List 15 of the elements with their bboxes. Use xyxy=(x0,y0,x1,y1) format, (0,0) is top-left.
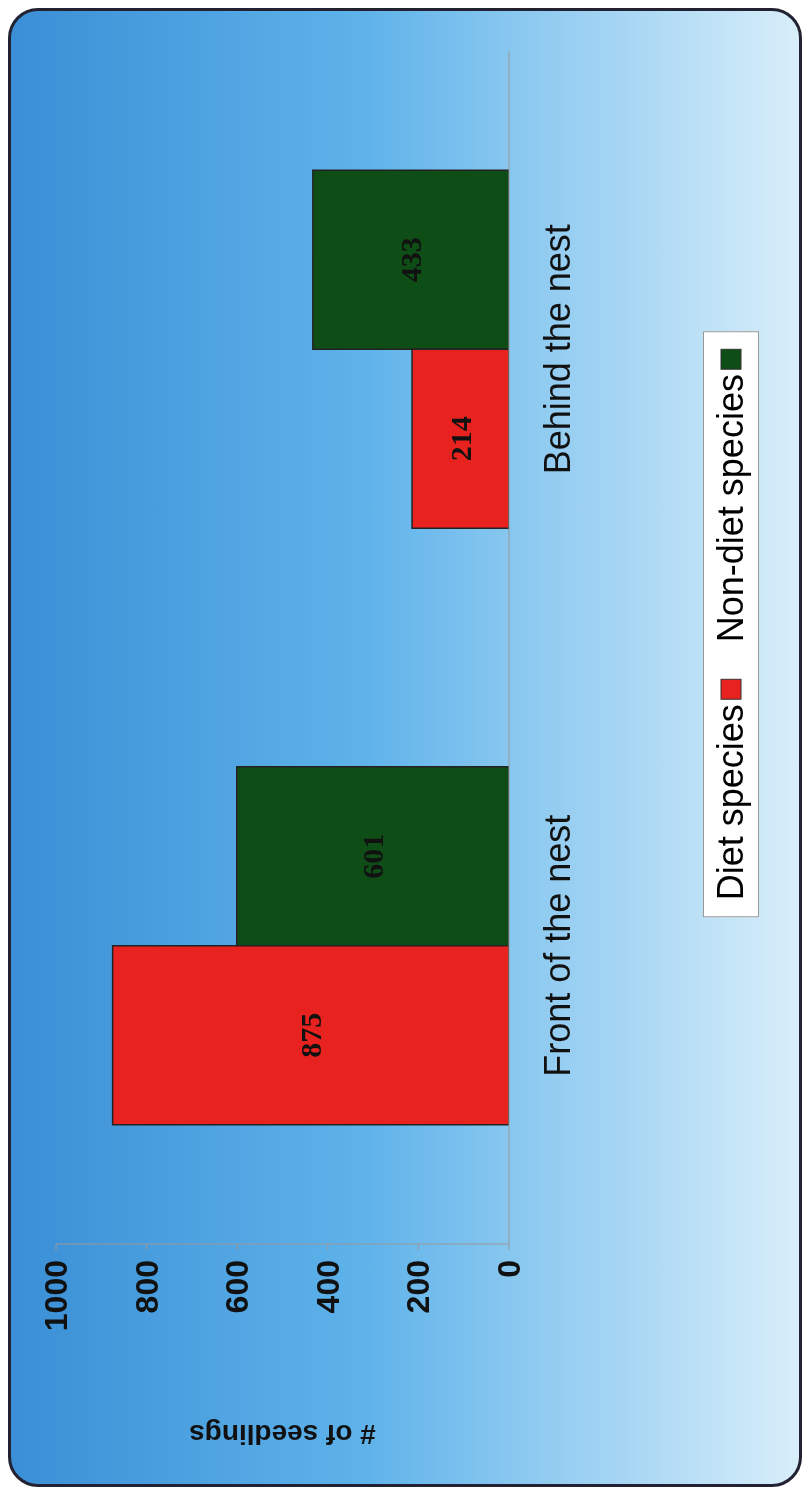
x-tick-label: 0 xyxy=(491,1260,527,1278)
x-tick-label: 400 xyxy=(309,1260,346,1314)
x-tick-label: 600 xyxy=(219,1260,256,1314)
x-tick-label: 1000 xyxy=(38,1260,74,1332)
legend-label: Non-diet species xyxy=(710,374,752,643)
y-tick-label: Front of the nest xyxy=(536,814,578,1077)
y-tick-label: Behind the nest xyxy=(536,224,578,475)
x-axis-title: # of seedlings xyxy=(189,1418,376,1450)
data-label: 601 xyxy=(356,833,390,879)
x-tick-label: 800 xyxy=(128,1260,165,1314)
x-tick-label: 200 xyxy=(400,1260,437,1314)
data-label: 433 xyxy=(394,237,428,283)
data-label: 875 xyxy=(294,1012,328,1058)
text: Diet species xyxy=(710,704,752,901)
data-label: 214 xyxy=(444,416,478,462)
